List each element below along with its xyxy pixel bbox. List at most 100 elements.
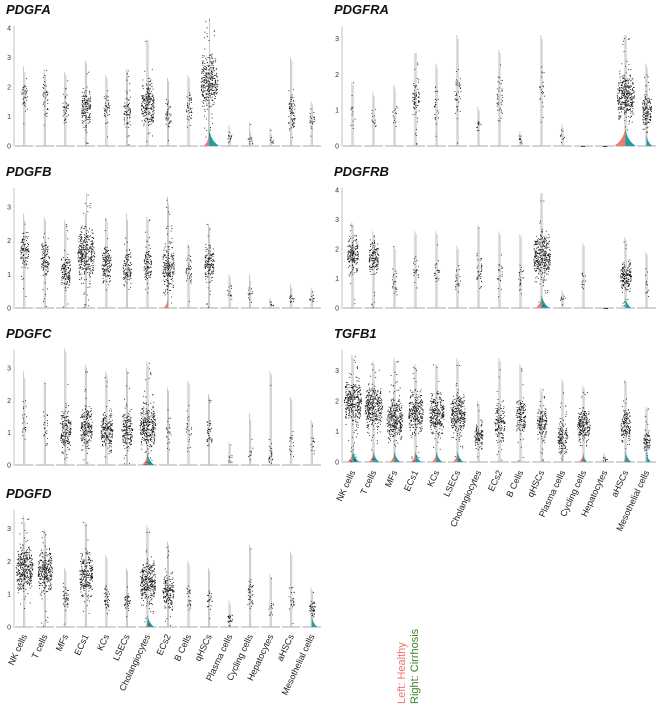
data-point	[78, 244, 80, 246]
data-point	[86, 441, 88, 443]
data-point	[88, 406, 90, 408]
data-point	[62, 415, 64, 416]
data-point	[109, 430, 111, 432]
data-point	[149, 93, 150, 95]
data-point	[146, 107, 148, 109]
data-point	[149, 84, 151, 85]
data-point	[86, 416, 88, 418]
data-point	[212, 77, 214, 79]
data-point	[313, 298, 315, 300]
data-point	[208, 90, 209, 92]
data-point	[125, 97, 127, 99]
data-point	[111, 441, 113, 443]
data-point	[169, 289, 170, 291]
data-point	[154, 435, 156, 436]
data-point	[146, 436, 148, 437]
data-point	[43, 563, 45, 565]
data-point	[49, 563, 51, 565]
data-point	[151, 263, 153, 265]
data-point	[102, 426, 103, 428]
data-point	[20, 253, 22, 255]
data-point	[312, 297, 314, 299]
data-point	[187, 116, 189, 118]
data-point	[292, 126, 294, 128]
data-point	[209, 423, 211, 424]
data-point	[171, 255, 173, 257]
data-point	[30, 571, 32, 573]
data-point	[39, 593, 41, 595]
data-point	[67, 430, 69, 432]
data-point	[212, 62, 214, 64]
data-point	[107, 270, 109, 272]
data-point	[62, 442, 64, 444]
data-point	[77, 252, 79, 254]
data-point	[41, 267, 43, 269]
data-point	[172, 263, 174, 265]
data-point	[125, 111, 126, 113]
data-point	[89, 205, 91, 206]
data-point	[144, 261, 146, 263]
data-point	[51, 567, 53, 569]
data-point	[46, 591, 47, 592]
data-point	[39, 575, 41, 577]
data-point	[129, 268, 131, 270]
data-point	[130, 429, 132, 431]
data-point	[84, 389, 86, 390]
data-point	[49, 580, 51, 582]
data-point	[44, 566, 46, 568]
data-point	[46, 562, 48, 564]
data-point	[66, 428, 68, 430]
data-point	[147, 100, 149, 102]
data-point	[89, 558, 91, 560]
data-point	[28, 251, 30, 253]
data-point	[164, 281, 166, 283]
data-point	[84, 245, 85, 247]
data-point	[91, 260, 93, 262]
data-point	[22, 89, 24, 91]
data-point	[169, 427, 171, 429]
data-point	[88, 447, 90, 449]
data-point	[108, 114, 110, 116]
data-point	[122, 420, 124, 422]
data-point	[151, 441, 153, 442]
data-point	[151, 260, 153, 262]
data-point	[124, 277, 126, 279]
data-point	[89, 106, 91, 108]
data-point	[64, 435, 66, 437]
data-point	[86, 452, 88, 454]
data-point	[105, 420, 107, 422]
data-point	[269, 450, 271, 452]
data-point	[23, 570, 25, 572]
data-point	[123, 433, 125, 434]
data-point	[173, 261, 175, 263]
data-point	[83, 421, 85, 422]
data-point	[102, 423, 104, 425]
data-point	[24, 558, 26, 560]
data-point	[127, 259, 129, 261]
data-point	[84, 584, 86, 586]
data-point	[87, 435, 89, 436]
data-point	[205, 99, 207, 101]
data-point	[129, 428, 131, 430]
data-point	[102, 419, 104, 421]
data-point	[101, 267, 103, 269]
data-point	[145, 252, 147, 254]
data-point	[82, 242, 84, 244]
data-point	[289, 107, 291, 109]
data-point	[26, 422, 28, 424]
data-point	[248, 294, 250, 296]
data-point	[21, 575, 23, 577]
data-point	[123, 105, 125, 107]
data-point	[44, 570, 46, 572]
data-point	[202, 63, 204, 64]
data-point	[65, 290, 67, 291]
data-point	[86, 595, 88, 597]
data-point	[84, 268, 86, 270]
data-point	[87, 107, 89, 109]
data-point	[81, 579, 83, 581]
data-point	[310, 108, 312, 110]
data-point	[82, 430, 84, 432]
data-point	[45, 265, 46, 267]
data-point	[38, 574, 40, 576]
data-point	[63, 249, 65, 251]
